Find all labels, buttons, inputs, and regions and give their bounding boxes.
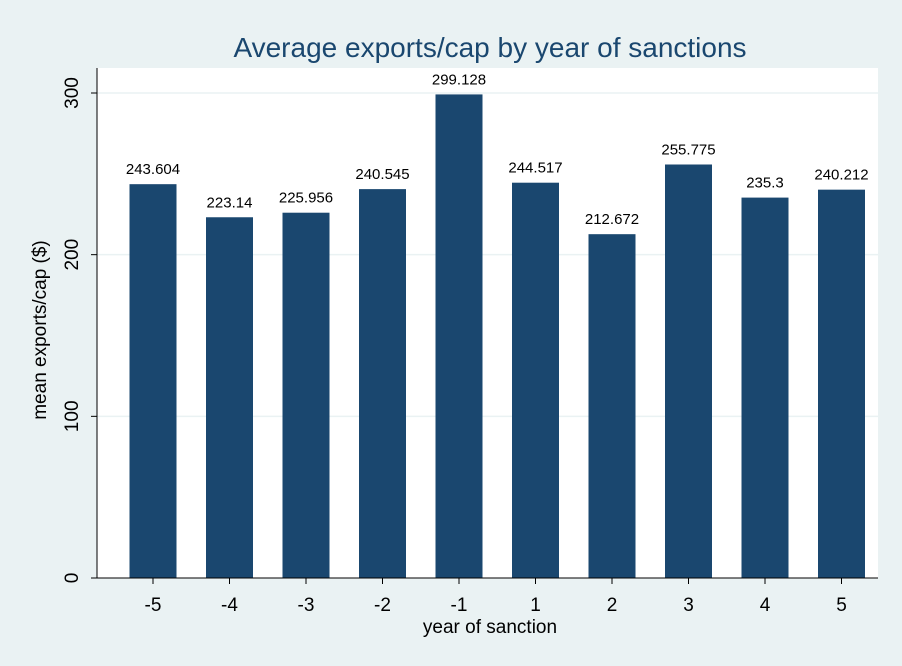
- bar: [435, 94, 483, 579]
- x-tick-label: -3: [298, 595, 315, 616]
- x-axis-title: year of sanction: [423, 617, 557, 638]
- bar: [282, 212, 330, 578]
- data-label: 243.604: [126, 161, 180, 178]
- bar: [359, 189, 406, 579]
- x-tick-label: 5: [836, 595, 847, 616]
- data-label: 212.672: [585, 211, 639, 228]
- x-tick-label: 3: [683, 595, 694, 616]
- y-tick-label: 100: [62, 400, 83, 432]
- chart-title: Average exports/cap by year of sanctions: [233, 32, 746, 63]
- bars: [129, 94, 865, 579]
- y-tick-label: 0: [62, 573, 83, 584]
- x-tick-label: 2: [607, 595, 618, 616]
- data-labels: 243.604 223.14 225.956 240.545 299.128 244.51…: [126, 71, 869, 228]
- data-label: 240.212: [814, 167, 868, 184]
- x-tick-label: 1: [530, 595, 541, 616]
- bar: [129, 184, 177, 579]
- axes: -5 -4 -3 -2 -1 1 2 3 4 5 0 100 200 300: [62, 68, 878, 616]
- data-label: 223.14: [207, 194, 253, 211]
- y-tick-label: 300: [62, 77, 83, 109]
- data-label: 225.956: [279, 190, 333, 207]
- bar: [512, 182, 559, 578]
- data-label: 255.775: [661, 141, 715, 158]
- bar: [741, 197, 789, 578]
- x-tick-label: -1: [451, 595, 468, 616]
- bar: [206, 217, 253, 578]
- bar: [665, 164, 712, 579]
- data-label: 244.517: [508, 160, 562, 177]
- bar: [588, 234, 636, 578]
- x-tick-label: -2: [374, 595, 391, 616]
- y-axis-title: mean exports/cap ($): [30, 240, 51, 420]
- x-tick-label: -4: [221, 595, 238, 616]
- data-label: 235.3: [746, 175, 784, 192]
- data-label: 299.128: [432, 71, 486, 88]
- x-tick-label: 4: [760, 595, 771, 616]
- bar: [818, 189, 865, 578]
- x-tick-label: -5: [145, 595, 162, 616]
- data-label: 240.545: [355, 166, 409, 183]
- y-tick-label: 200: [62, 239, 83, 271]
